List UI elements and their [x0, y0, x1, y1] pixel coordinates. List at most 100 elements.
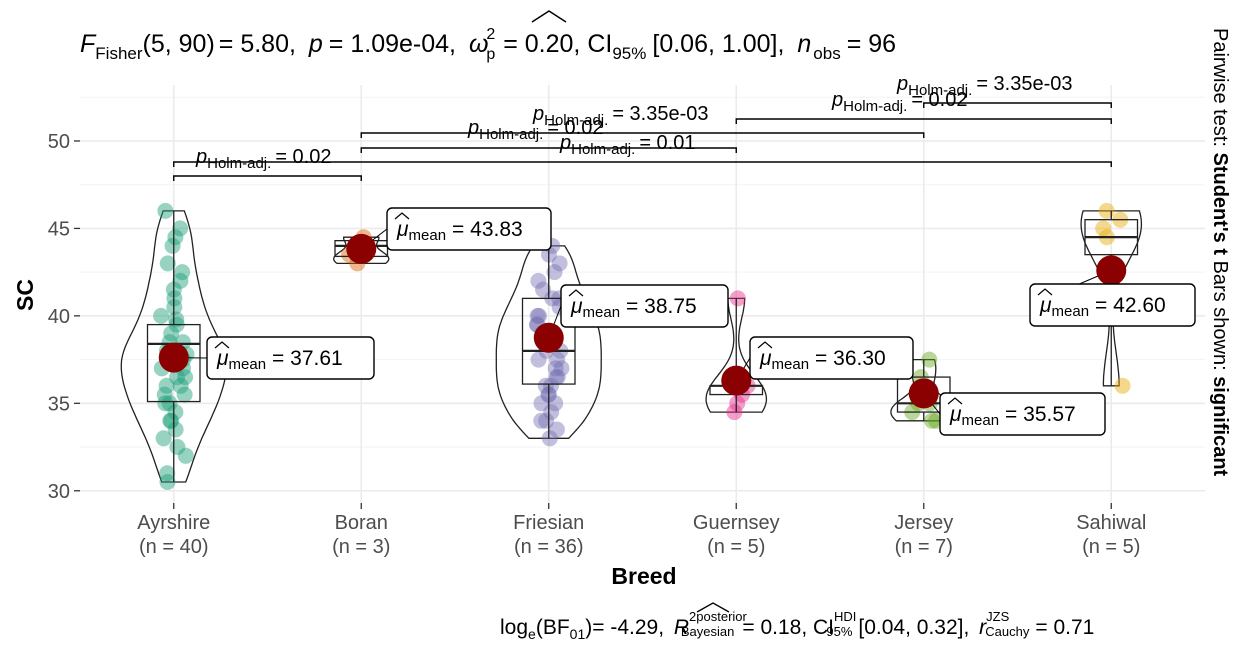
mean-sub: mean — [772, 356, 810, 373]
mean-label-box — [749, 336, 914, 380]
mean-label: μmean = 37.61 — [216, 347, 343, 373]
pairwise-side-label: Pairwise test: Student's t Bars shown: s… — [1209, 28, 1231, 477]
data-point — [1114, 377, 1131, 394]
p-value: = 1.09e-04, — [329, 30, 456, 58]
x-axis-title: Breed — [611, 563, 676, 589]
x-tick-n-label: (n = 40) — [139, 536, 208, 558]
p-symbol: p — [308, 30, 323, 58]
data-point — [167, 421, 184, 438]
cap-r-sup: JZS — [986, 609, 1009, 624]
pairwise-p-value: = 3.35e-03 — [612, 103, 708, 125]
mean-label-box — [560, 284, 729, 328]
data-point — [553, 360, 570, 377]
pairwise-label: pHolm-adj. = 3.35e-03 — [532, 103, 709, 129]
data-point — [533, 395, 550, 412]
stat-df: (5, 90) — [143, 30, 215, 58]
cap-r-sub: Cauchy — [985, 624, 1030, 639]
data-point — [537, 377, 554, 394]
data-point — [548, 369, 565, 386]
x-tick-n-label: (n = 5) — [707, 536, 765, 558]
y-tick-label: 30 — [48, 481, 70, 503]
pairwise-p-symbol: p — [467, 117, 479, 139]
pairwise-p-symbol: p — [532, 103, 544, 125]
mean-symbol: μ — [570, 295, 583, 318]
n-symbol: n — [797, 30, 811, 58]
data-point — [167, 229, 184, 246]
side-shown: significant — [1209, 376, 1231, 476]
cap-bf-sub: 01 — [570, 626, 586, 642]
data-point — [547, 395, 564, 412]
mean-sub: mean — [229, 356, 267, 373]
data-point — [159, 474, 176, 490]
pairwise-bracket — [360, 132, 925, 138]
cap-ci-value: [0.04, 0.32], — [858, 616, 969, 639]
pairwise-p-value: = 0.01 — [639, 132, 695, 154]
data-point — [177, 369, 194, 386]
data-point — [172, 272, 189, 289]
cap-log-sub: e — [528, 626, 536, 642]
mean-value: = 37.61 — [272, 347, 343, 370]
stat-symbol: F — [80, 30, 97, 58]
cap-r2-sub: Bayesian — [681, 624, 734, 639]
y-tick-label: 45 — [48, 218, 70, 240]
x-tick-n-label: (n = 5) — [1082, 536, 1140, 558]
data-point — [530, 351, 547, 368]
data-point — [549, 369, 566, 386]
stat-value: = 5.80, — [219, 30, 296, 58]
pairwise-bracket — [173, 161, 1112, 167]
y-tick-label: 40 — [48, 306, 70, 328]
pairwise-label: pHolm-adj. = 0.02 — [195, 146, 331, 172]
data-point — [177, 447, 194, 464]
data-point — [924, 412, 941, 429]
mean-label-box — [1029, 283, 1196, 327]
mean-label-box — [939, 392, 1106, 436]
effect-symbol: ω — [469, 30, 488, 58]
mean-point — [721, 365, 752, 396]
data-point — [543, 377, 559, 394]
mean-value: = 38.75 — [626, 295, 697, 318]
x-tick-n-label: (n = 36) — [514, 536, 583, 558]
data-point — [729, 395, 746, 412]
mean-point — [1096, 255, 1127, 286]
data-point — [169, 369, 186, 386]
mean-hat — [947, 397, 963, 405]
data-point — [530, 272, 547, 289]
cap-hdi-sub: 95% — [826, 624, 852, 639]
data-point — [549, 351, 566, 368]
pairwise-bracket — [923, 102, 1112, 108]
data-point — [529, 307, 546, 324]
x-tick-label: Boran — [335, 512, 388, 534]
n-sub: obs — [813, 44, 840, 63]
mean-value: = 35.57 — [1005, 403, 1076, 426]
side-test: Student's t — [1209, 152, 1231, 255]
mean-label: μmean = 42.60 — [1039, 294, 1166, 320]
axes: 30 35 40 45 50 Ayrshire(n = 40) Boran(n = 3) Fr… — [48, 131, 1147, 558]
mean-hat — [1037, 288, 1053, 296]
x-tick-label: Guernsey — [693, 512, 780, 534]
pairwise-label: pHolm-adj. = 3.35e-03 — [896, 73, 1073, 99]
data-point — [159, 465, 176, 482]
data-point — [164, 237, 181, 254]
cap-r2-sup: 2posterior — [689, 609, 747, 624]
mean-value: = 43.83 — [452, 218, 523, 241]
data-point — [543, 404, 560, 421]
data-point — [168, 311, 185, 328]
data-point — [156, 386, 173, 403]
side-middle: Bars shown: — [1209, 255, 1231, 376]
data-point — [533, 412, 550, 429]
pairwise-p-value: = 0.02 — [911, 89, 967, 111]
mean-sub: mean — [583, 304, 621, 321]
mean-label-box — [206, 336, 375, 380]
ci-sub: 95% — [612, 44, 646, 63]
r2-hat — [696, 602, 730, 613]
cap-hdi-sup: HDI — [834, 609, 856, 624]
pairwise-p-value: = 3.35e-03 — [976, 73, 1072, 95]
data-point — [921, 351, 938, 368]
data-point — [1098, 202, 1115, 219]
mean-point — [158, 342, 189, 373]
cap-r: r — [979, 616, 987, 639]
effect-sup: 2 — [486, 26, 495, 43]
x-tick-n-label: (n = 7) — [895, 536, 953, 558]
data-point — [172, 220, 189, 237]
